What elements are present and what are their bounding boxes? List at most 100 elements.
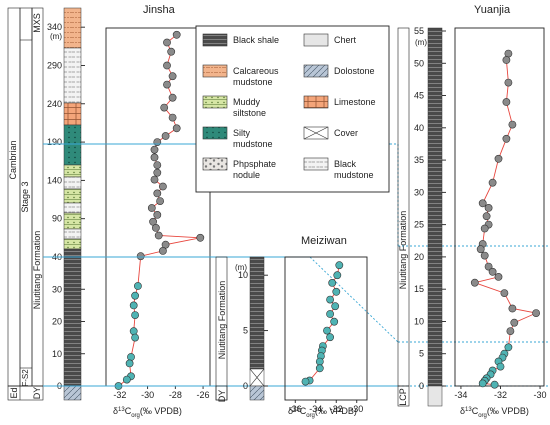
meiziwan-ytick-label: 5 [243,326,248,336]
legend-label: Muddy [233,97,261,107]
meiziwan-frame [284,256,368,401]
jinsha-data-point [122,375,131,384]
yuanjia-data-point [482,212,491,221]
yuanjia-data-point [508,120,517,129]
jinsha-xtick-label: -30 [141,390,154,400]
legend-label: Black [334,159,357,169]
yuanjia-data-point [504,49,513,58]
yuanjia-data-point [502,134,511,143]
jinsha-data-point [133,282,142,290]
jinsha-data-point [163,80,171,89]
meiziwan-data-point [332,287,341,296]
yuanjia-ytick-label: 25 [414,220,424,230]
legend-label-line2: mudstone [334,170,374,180]
yuanjia-data-point [488,178,497,187]
jinsha-xtick-label: -26 [197,390,210,400]
yuanjia-data-point [484,203,493,212]
stage3-label: Stage 3 [20,181,30,212]
limestone-swatch [303,95,329,109]
meiziwan-xtick-label: -36 [289,404,302,414]
yuanjia-frame [454,27,545,387]
jinsha-plot: Jinsha -32 -30 -28 -26 δ13Corg(‰ VPDB) [105,4,211,419]
jinsha-xtick-label: -28 [169,390,182,400]
jinsha-data-point [196,233,205,242]
jinsha-title: Jinsha [143,4,176,16]
jinsha-data-point [153,210,162,219]
yuanjia-data-point [470,278,479,287]
meiziwan-block: Meiziwan Niutitang Formation DY (m) 0 5 10… [215,235,368,419]
legend-label: Phpsphate [233,159,276,169]
jinsha-ytick-label: 340 [47,22,62,32]
yuanjia-xlabel: δ13Corg(‰ VPDB) [460,406,529,419]
yuanjia-ytick-label: 0 [419,381,424,391]
lcp-label: LCP [398,388,408,406]
jinsha-frame [105,27,211,387]
meiziwan-data-point [331,302,340,311]
yuanjia-ytick-label: 15 [414,284,424,294]
yuanjia-data-point [504,78,513,87]
yuanjia-data-point [490,380,499,389]
legend-label-line2: siltstone [233,108,266,118]
jinsha-ytick-label: 20 [52,317,62,327]
jinsha-data-point [161,132,170,140]
yuanjia-data-point [510,318,519,327]
jinsha-data-point [158,182,167,191]
legend-label: Calcareous [233,66,279,76]
meiziwan-title: Meiziwan [301,235,347,247]
yuanjia-ytick-label: 50 [414,58,424,68]
meiziwan-ytick-label: 0 [243,381,248,391]
strat-columns-left: Cambrian Stage 3 Niutitang Formation MXS… [7,7,44,401]
meiziwan-data-point [330,317,339,326]
yuanjia-data-point [504,343,513,352]
meiziwan-data-point [323,326,331,335]
meiziwan-data-point [301,377,310,386]
jinsha-data-point [136,252,145,261]
meiziwan-xtick-label: -32 [330,404,343,414]
jinsha-data-point [150,175,159,184]
meiziwan-ytick-label: 10 [238,270,248,280]
yuanjia-data-point [478,379,487,388]
jinsha-data-point [167,47,176,56]
jinsha-ytick-label: 190 [47,137,62,147]
meiziwan-m-unit: (m) [235,263,247,272]
yuanjia-ytick-label: 30 [414,187,424,197]
jinsha-data-point [150,145,159,154]
yuanjia-ytick-label: 40 [414,123,424,133]
jinsha-data-point [125,359,134,368]
jinsha-connector-line [118,34,201,387]
jinsha-data-point [156,197,164,205]
yuanjia-xtick-label: -30 [534,390,547,400]
legend-label: Cover [334,128,358,138]
yuanjia-data-point [480,224,489,233]
legend-label: Black shale [233,35,279,45]
yuanjia-data-point [508,304,517,313]
yuanjia-ytick-label: 35 [414,155,424,165]
yuanjia-data-point [500,289,509,297]
meiziwan-data-point [326,295,334,304]
yuanjia-xtick-label: -32 [494,390,507,400]
phosphate-nodule-swatch [202,157,228,171]
yuanjia-ytick-label: 10 [414,316,424,326]
yuanjia-block: Yuanjia Niutitang Formation LCP (m) 0 5 10… [397,4,547,419]
legend-label-line2: mudstone [233,77,273,87]
calcareous-mudstone-swatch [202,64,228,78]
cambrian-label: Cambrian [8,140,18,179]
yuanjia-data-point [496,362,505,371]
meiziwan-formation-label: Niutitang Formation [217,281,227,360]
jinsha-data-point [153,138,162,146]
meiziwan-data-point [333,271,342,280]
yuanjia-data-point [484,262,493,271]
mxs-label: MXS [32,13,42,33]
jinsha-data-point [160,103,169,112]
jinsha-data-point [163,38,171,47]
jinsha-data-point [127,353,135,361]
jinsha-ytick-label: 30 [52,284,62,294]
yuanjia-data-point [494,154,503,163]
yuanjia-formation-label: Niutitang Formation [398,211,408,290]
ed-dy-box [7,385,44,401]
jinsha-data-point [131,333,139,342]
muddy-siltstone-swatch [202,95,228,109]
jinsha-xlabel: δ13Corg(‰ VPDB) [113,406,182,419]
legend-box [195,25,390,193]
jinsha-data-point [131,291,139,300]
